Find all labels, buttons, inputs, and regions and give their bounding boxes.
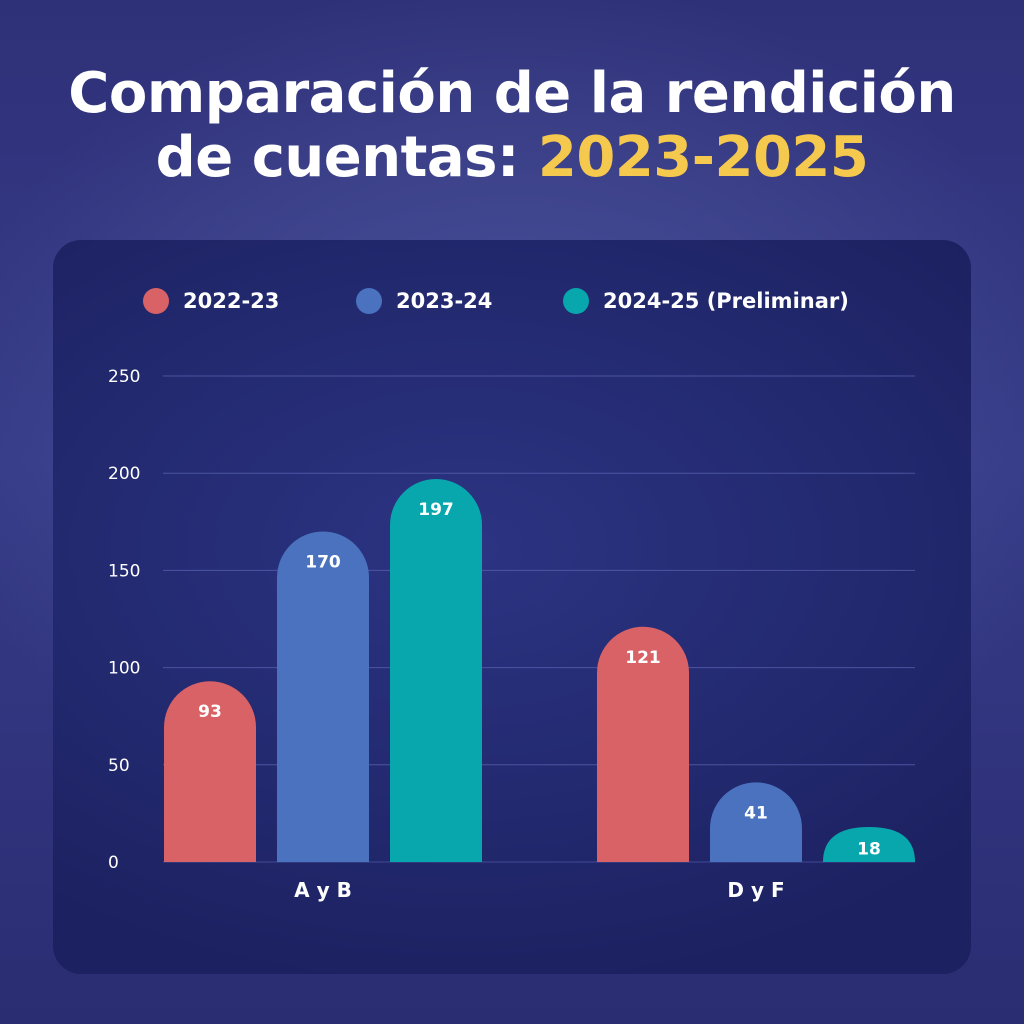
- legend-label: 2022-23: [183, 289, 280, 313]
- bar-2023-24-ayb: [277, 531, 369, 862]
- legend-dot-icon: [563, 288, 589, 314]
- bar-2024-25-dyf: [823, 827, 915, 862]
- chart-legend: 2022-23 2023-24 2024-25 (Preliminar): [0, 287, 1024, 315]
- title-line-1: Comparación de la rendición: [68, 61, 956, 126]
- page-title: Comparación de la rendición de cuentas: …: [0, 62, 1024, 190]
- bar-2022-23-dyf: [597, 626, 689, 862]
- legend-label: 2023-24: [396, 289, 493, 313]
- x-category-label: A y B: [294, 878, 352, 902]
- bar-value-label: 170: [305, 553, 341, 573]
- bar-2024-25-ayb: [390, 479, 482, 862]
- y-tick-label: 0: [108, 853, 119, 873]
- legend-item-2023-24: 2023-24: [356, 287, 492, 315]
- bar-2023-24-dyf: [710, 782, 802, 862]
- legend-dot-icon: [143, 288, 169, 314]
- title-highlight-years: 2023-2025: [537, 125, 869, 190]
- y-tick-label: 150: [108, 561, 140, 581]
- y-tick-label: 200: [108, 464, 140, 484]
- title-line-2: de cuentas: 2023-2025: [0, 126, 1024, 190]
- title-line-2-prefix: de cuentas:: [155, 125, 538, 190]
- y-tick-label: 50: [108, 756, 130, 776]
- legend-dot-icon: [356, 288, 382, 314]
- y-tick-label: 250: [108, 367, 140, 387]
- legend-item-2022-23: 2022-23: [143, 287, 279, 315]
- y-tick-label: 100: [108, 659, 140, 679]
- legend-label: 2024-25 (Preliminar): [603, 289, 849, 313]
- bar-value-label: 121: [625, 648, 661, 668]
- legend-item-2024-25: 2024-25 (Preliminar): [563, 287, 849, 315]
- x-category-label: D y F: [727, 878, 784, 902]
- bar-2022-23-ayb: [164, 681, 256, 862]
- bar-value-label: 41: [744, 803, 768, 823]
- bar-value-label: 93: [198, 702, 222, 722]
- bar-value-label: 197: [418, 500, 454, 520]
- bar-value-label: 18: [857, 840, 881, 860]
